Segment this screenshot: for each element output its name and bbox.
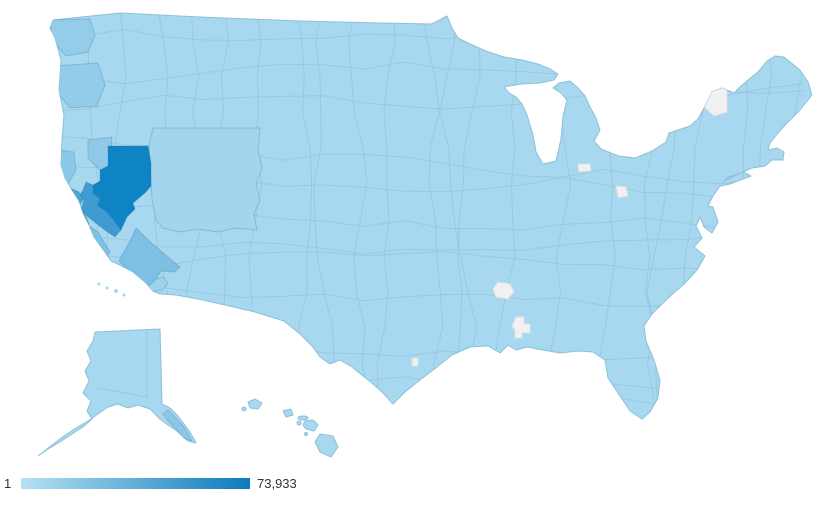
region-juneau[interactable]	[162, 409, 193, 442]
region-alaska[interactable]	[37, 328, 197, 457]
region-niihau[interactable]	[241, 406, 247, 412]
us-map-mainland[interactable]	[49, 12, 813, 420]
region-nodata-se-ohio[interactable]	[615, 185, 629, 199]
region-nodata-western-indiana[interactable]	[577, 163, 592, 173]
region-nodata-northern-new-york[interactable]	[696, 83, 728, 117]
alaska-region-border	[97, 387, 148, 398]
region-molokai[interactable]	[297, 415, 309, 421]
region-nodata-ne-texas[interactable]	[492, 281, 515, 300]
hawaii-inset[interactable]	[241, 398, 339, 458]
region-hawaii-island[interactable]	[314, 433, 339, 458]
region-oahu[interactable]	[282, 408, 294, 418]
legend-gradient-bar	[21, 477, 250, 489]
region-las-vegas[interactable]	[118, 227, 181, 287]
region-nodata-east-texas[interactable]	[511, 316, 531, 339]
region-nodata-texas-gulf-coast[interactable]	[411, 357, 419, 367]
region-seattle[interactable]	[50, 18, 96, 57]
region-denver[interactable]	[148, 127, 263, 233]
region-salt-lake-city[interactable]	[92, 145, 152, 231]
legend-min-label: 1	[4, 475, 12, 491]
region-kauai[interactable]	[247, 398, 263, 410]
region-lanai[interactable]	[296, 420, 302, 426]
region-kahoolawe[interactable]	[304, 432, 308, 436]
region-nodata-ne-michigan[interactable]	[591, 85, 603, 100]
region-maui[interactable]	[302, 419, 319, 432]
alaska-inset[interactable]	[37, 328, 197, 457]
legend: 1 73,933	[4, 471, 297, 495]
channel-islands	[97, 282, 126, 297]
us-geo-map	[37, 12, 813, 458]
legend-max-label: 73,933	[257, 475, 297, 491]
